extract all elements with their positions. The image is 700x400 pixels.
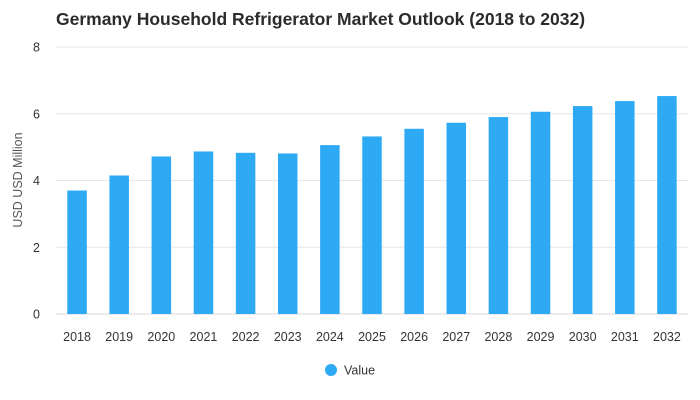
legend: Value: [325, 364, 375, 378]
x-tick-label-2019: 2019: [105, 330, 133, 344]
y-axis-title: USD USD Million: [11, 132, 25, 227]
bar-2019: [109, 175, 129, 314]
x-axis: 2018 2019 2020 2021 2022 2023 2024 2025 2026 2027…: [63, 330, 681, 344]
bar-2027: [446, 122, 467, 314]
bar-2030: [572, 106, 593, 314]
y-axis: 0 2 4 6 8: [33, 41, 40, 322]
bars: [67, 96, 677, 315]
x-tick-label-2024: 2024: [316, 330, 344, 344]
x-tick-label-2025: 2025: [358, 330, 386, 344]
bar-2020: [151, 156, 172, 314]
y-tick-label: 4: [33, 174, 40, 188]
legend-label-value: Value: [344, 364, 375, 378]
chart-title: Germany Household Refrigerator Market Ou…: [56, 9, 585, 29]
y-tick-label: 0: [33, 308, 40, 322]
bar-2031: [615, 101, 635, 314]
bar-2032: [657, 96, 677, 314]
bar-2026: [404, 128, 424, 314]
y-tick-label: 8: [33, 41, 40, 55]
x-tick-label-2026: 2026: [400, 330, 428, 344]
x-tick-label-2029: 2029: [527, 330, 555, 344]
x-tick-label-2023: 2023: [274, 330, 302, 344]
bar-2018: [67, 190, 87, 314]
bar-2029: [530, 111, 551, 314]
x-tick-label-2020: 2020: [147, 330, 175, 344]
bar-2023: [277, 153, 298, 314]
bar-2028: [488, 117, 509, 315]
x-tick-label-2018: 2018: [63, 330, 91, 344]
x-tick-label-2031: 2031: [611, 330, 639, 344]
bar-2024: [320, 145, 340, 314]
x-tick-label-2021: 2021: [190, 330, 218, 344]
x-tick-label-2027: 2027: [442, 330, 470, 344]
x-tick-label-2028: 2028: [484, 330, 512, 344]
y-tick-label: 6: [33, 107, 40, 121]
bar-2025: [362, 136, 382, 314]
x-tick-label-2030: 2030: [569, 330, 597, 344]
bar-2021: [193, 151, 214, 314]
legend-swatch-value: [325, 364, 337, 376]
y-tick-label: 2: [33, 241, 40, 255]
x-tick-label-2022: 2022: [232, 330, 260, 344]
x-tick-label-2032: 2032: [653, 330, 681, 344]
bar-2022: [235, 152, 256, 314]
